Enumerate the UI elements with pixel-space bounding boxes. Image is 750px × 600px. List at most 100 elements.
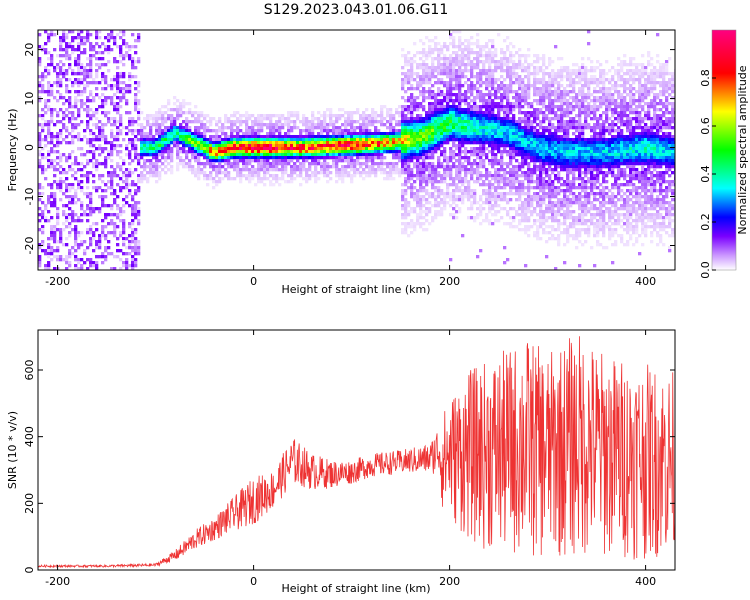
- heatmap-cell: [533, 207, 537, 211]
- heatmap-cell: [86, 30, 90, 34]
- heatmap-cell: [71, 213, 75, 217]
- heatmap-cell: [137, 129, 141, 133]
- heatmap-cell: [74, 96, 78, 100]
- heatmap-cell: [38, 165, 42, 169]
- heatmap-cell: [461, 177, 465, 181]
- heatmap-cell: [50, 258, 54, 262]
- heatmap-cell: [86, 72, 90, 76]
- heatmap-cell: [98, 138, 102, 142]
- heatmap-cell: [467, 132, 471, 136]
- heatmap-cell: [467, 138, 471, 142]
- heatmap-cell: [149, 132, 153, 136]
- heatmap-cell: [74, 81, 78, 85]
- heatmap-cell: [404, 168, 408, 172]
- heatmap-cell: [143, 159, 147, 163]
- heatmap-cell: [530, 123, 534, 127]
- heatmap-cell: [428, 144, 432, 148]
- heatmap-cell: [524, 177, 528, 181]
- heatmap-cell: [161, 129, 165, 133]
- heatmap-cell: [341, 135, 345, 139]
- heatmap-cell: [95, 42, 99, 46]
- heatmap-cell: [74, 90, 78, 94]
- heatmap-cell: [158, 129, 162, 133]
- heatmap-cell: [392, 132, 396, 136]
- heatmap-cell: [437, 117, 441, 121]
- heatmap-cell: [491, 147, 495, 151]
- heatmap-cell: [233, 141, 237, 145]
- heatmap-cell: [71, 162, 75, 166]
- heatmap-cell: [191, 168, 195, 172]
- heatmap-cell: [131, 234, 135, 238]
- heatmap-cell: [272, 156, 276, 160]
- heatmap-cell: [488, 54, 492, 58]
- heatmap-cell: [470, 201, 474, 205]
- heatmap-cell: [458, 171, 462, 175]
- heatmap-cell: [440, 165, 444, 169]
- heatmap-cell: [509, 189, 513, 193]
- heatmap-cell: [449, 96, 453, 100]
- heatmap-cell: [299, 156, 303, 160]
- heatmap-cell: [428, 165, 432, 169]
- heatmap-cell: [425, 81, 429, 85]
- heatmap-cell: [92, 144, 96, 148]
- heatmap-cell: [83, 213, 87, 217]
- heatmap-cell: [137, 180, 141, 184]
- heatmap-cell: [95, 75, 99, 79]
- heatmap-cell: [41, 108, 45, 112]
- heatmap-cell: [242, 141, 246, 145]
- heatmap-cell: [287, 162, 291, 166]
- heatmap-cell: [479, 195, 483, 199]
- heatmap-cell: [41, 216, 45, 220]
- heatmap-cell: [527, 75, 531, 79]
- heatmap-cell: [341, 156, 345, 160]
- heatmap-cell: [80, 30, 84, 34]
- heatmap-cell: [221, 165, 225, 169]
- heatmap-cell: [329, 171, 333, 175]
- heatmap-cell: [407, 81, 411, 85]
- heatmap-cell: [245, 126, 249, 130]
- heatmap-cell: [452, 111, 456, 115]
- heatmap-cell: [158, 138, 162, 142]
- heatmap-cell: [188, 144, 192, 148]
- heatmap-cell: [83, 84, 87, 88]
- heatmap-cell: [467, 87, 471, 91]
- heatmap-cell: [104, 258, 108, 262]
- heatmap-cell: [527, 189, 531, 193]
- heatmap-cell: [413, 180, 417, 184]
- heatmap-cell: [494, 192, 498, 196]
- heatmap-cell: [284, 162, 288, 166]
- heatmap-cell: [254, 153, 258, 157]
- heatmap-cell: [134, 87, 138, 91]
- heatmap-cell: [500, 66, 504, 70]
- heatmap-cell: [77, 90, 81, 94]
- heatmap-cell: [341, 123, 345, 127]
- heatmap-cell: [533, 162, 537, 166]
- heatmap-cell: [485, 123, 489, 127]
- heatmap-cell: [449, 123, 453, 127]
- heatmap-cell: [422, 144, 426, 148]
- heatmap-cell: [401, 138, 405, 142]
- heatmap-cell: [95, 240, 99, 244]
- heatmap-cell: [425, 132, 429, 136]
- heatmap-cell: [449, 87, 453, 91]
- heatmap-cell: [227, 138, 231, 142]
- heatmap-cell: [401, 147, 405, 151]
- heatmap-cell: [458, 102, 462, 106]
- heatmap-cell: [371, 138, 375, 142]
- heatmap-cell: [215, 153, 219, 157]
- heatmap-cell: [419, 123, 423, 127]
- heatmap-cell: [182, 129, 186, 133]
- heatmap-cell: [350, 168, 354, 172]
- heatmap-cell: [449, 90, 453, 94]
- heatmap-cell: [221, 153, 225, 157]
- heatmap-cell: [149, 171, 153, 175]
- heatmap-cell: [362, 141, 366, 145]
- heatmap-cell: [494, 141, 498, 145]
- heatmap-cell: [329, 141, 333, 145]
- heatmap-cell: [539, 198, 543, 202]
- heatmap-cell: [458, 153, 462, 157]
- heatmap-cell: [380, 138, 384, 142]
- heatmap-cell: [374, 120, 378, 124]
- heatmap-cell: [470, 48, 474, 52]
- heatmap-cell: [404, 201, 408, 205]
